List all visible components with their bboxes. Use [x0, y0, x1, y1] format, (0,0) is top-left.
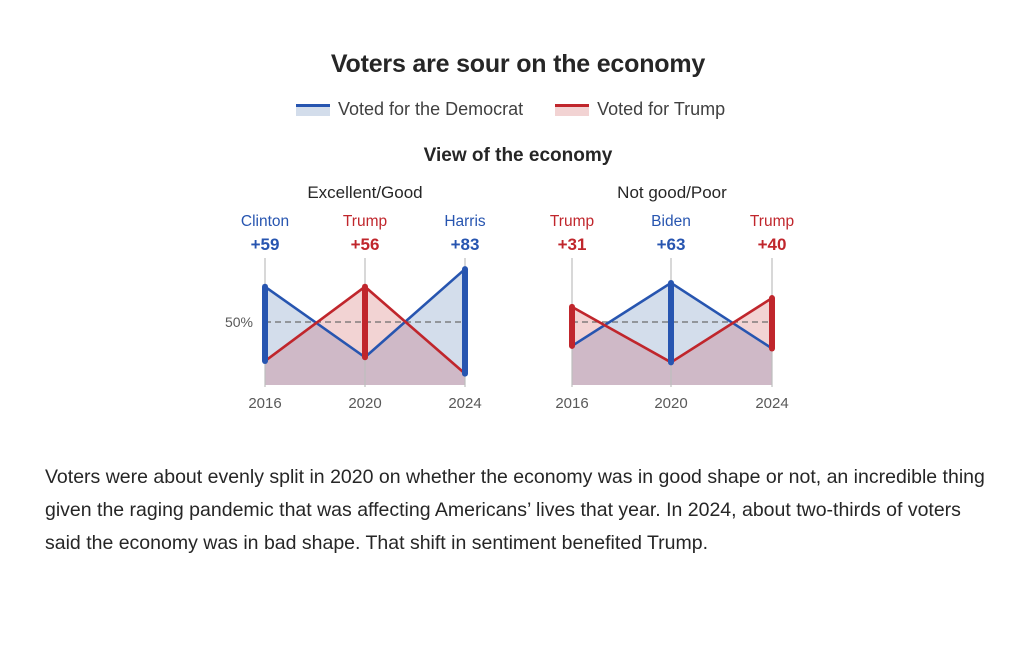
legend-label-trump: Voted for Trump — [597, 99, 726, 119]
panel-title: Not good/Poor — [617, 183, 727, 202]
democrat-lead-wedge — [265, 286, 317, 362]
margin-label-2024: +83 — [451, 235, 480, 254]
margin-label-2016: +59 — [251, 235, 280, 254]
panel-title: Excellent/Good — [307, 183, 422, 202]
trump-lead-wedge — [732, 298, 772, 349]
winner-label-2024: Trump — [750, 213, 794, 230]
x-tick-label-2016: 2016 — [248, 395, 281, 412]
x-tick-label-2024: 2024 — [448, 395, 481, 412]
winner-label-2016: Clinton — [241, 213, 289, 230]
margin-label-2016: +31 — [558, 235, 587, 254]
margin-label-2020: +56 — [351, 235, 380, 254]
democrat-lead-wedge — [405, 269, 465, 374]
winner-label-2016: Trump — [550, 213, 594, 230]
legend-item-trump: Voted for Trump — [555, 99, 725, 120]
x-tick-label-2020: 2020 — [654, 395, 687, 412]
legend-swatch-trump — [555, 103, 590, 116]
fifty-percent-label: 50% — [225, 314, 253, 330]
margin-label-2020: +63 — [657, 235, 686, 254]
chart-area: Excellent/Good 50% Clinton +59 2016 Trump +56 2… — [225, 183, 794, 412]
winner-label-2020: Biden — [651, 213, 691, 230]
body-paragraph: Voters were about evenly split in 2020 o… — [45, 466, 985, 554]
democrat-lead-wedge — [604, 282, 671, 363]
winner-label-2020: Trump — [343, 213, 387, 230]
x-tick-label-2024: 2024 — [755, 395, 788, 412]
legend-label-democrat: Voted for the Democrat — [338, 99, 524, 119]
panel-not-good-poor: Not good/Poor Trump +31 2016 Biden +63 2020 Tru… — [550, 183, 794, 412]
chart-subtitle: View of the economy — [423, 145, 613, 166]
x-tick-label-2020: 2020 — [348, 395, 381, 412]
democrat-lead-wedge — [671, 282, 733, 363]
legend-swatch-democrat — [296, 103, 330, 116]
overlap-area — [265, 321, 465, 385]
winner-label-2024: Harris — [444, 213, 486, 230]
panel-excellent-good: Excellent/Good 50% Clinton +59 2016 Trump +56 2… — [225, 183, 486, 412]
x-tick-label-2016: 2016 — [555, 395, 588, 412]
trump-lead-wedge — [572, 306, 605, 346]
chart-title: Voters are sour on the economy — [330, 50, 706, 78]
margin-label-2024: +40 — [758, 235, 787, 254]
legend: Voted for the Democrat Voted for Trump — [296, 99, 757, 120]
legend-item-democrat: Voted for the Democrat — [296, 99, 523, 120]
overlap-area — [572, 323, 772, 385]
